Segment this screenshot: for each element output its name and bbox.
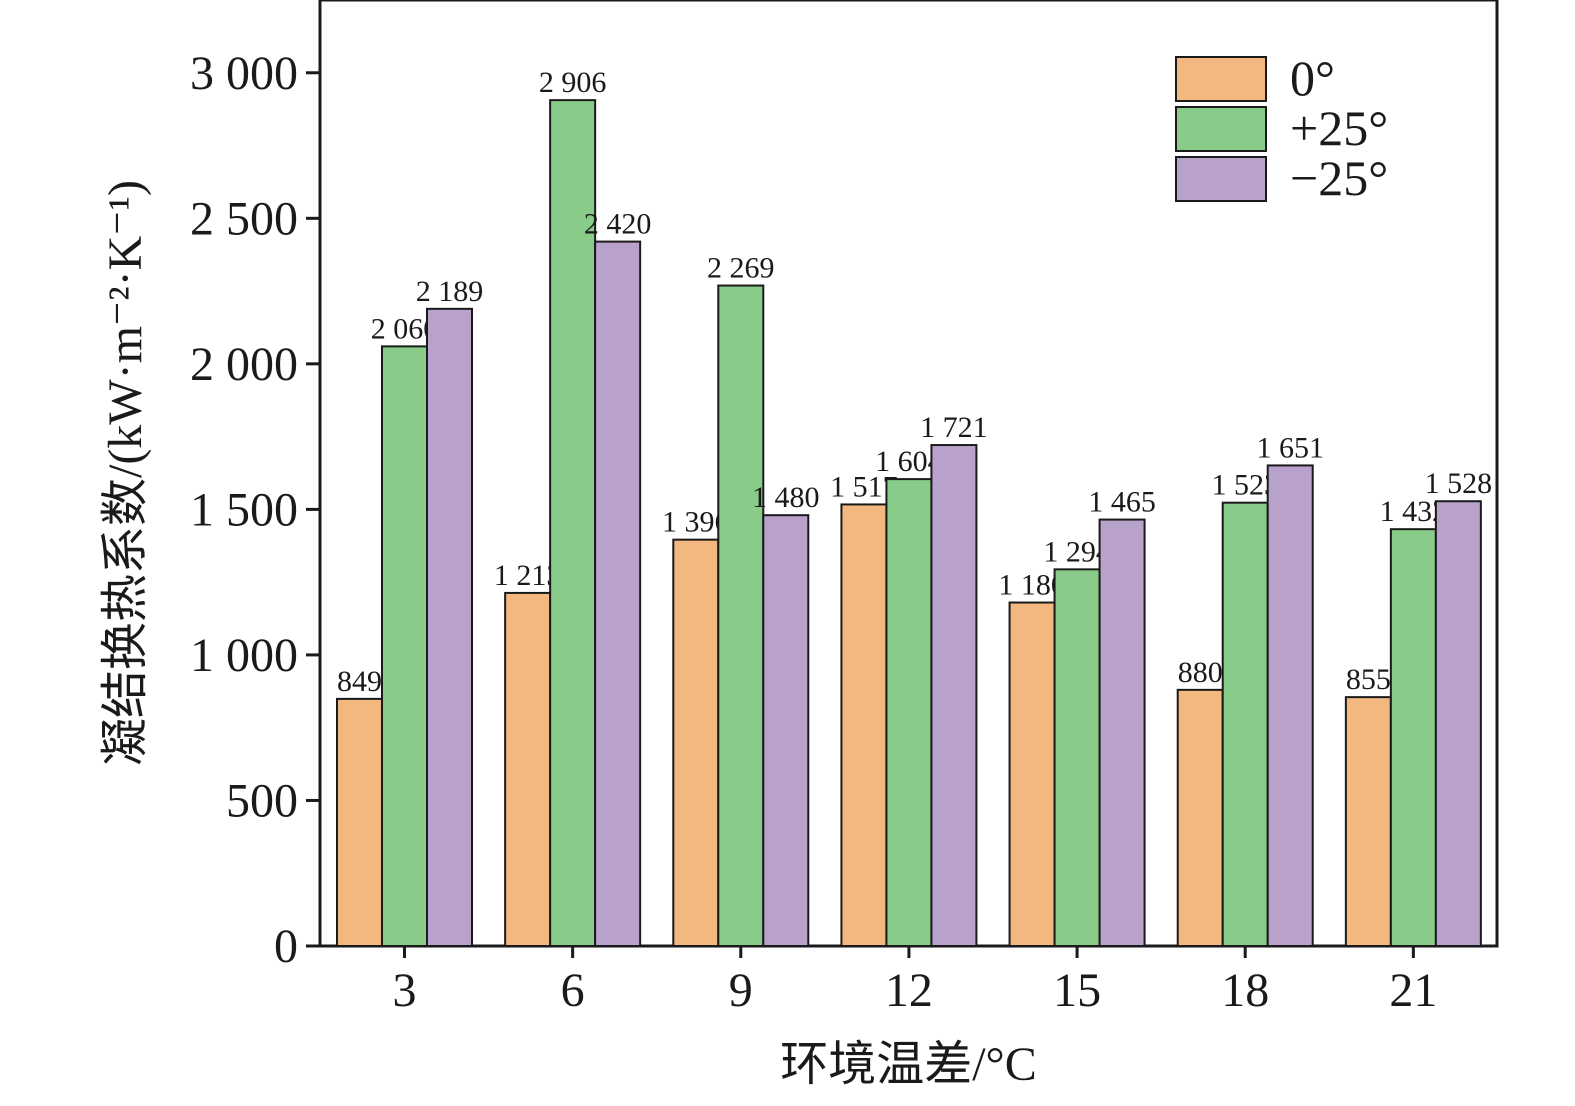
- bar: [930, 444, 978, 947]
- bar: [1434, 500, 1482, 947]
- x-tick-label: 21: [1389, 964, 1437, 1017]
- bar: [717, 284, 765, 947]
- legend-label: 0°: [1290, 50, 1335, 106]
- bar: [1098, 518, 1146, 948]
- bar: [1008, 601, 1056, 947]
- x-tick-label: 12: [885, 964, 933, 1017]
- x-tick-label: 3: [393, 964, 417, 1017]
- bar: [1344, 696, 1392, 947]
- data-label: 1 480: [752, 481, 820, 514]
- bar: [336, 697, 383, 947]
- data-label: 855: [1346, 663, 1391, 696]
- bar: [504, 591, 552, 947]
- legend-label: +25°: [1290, 100, 1388, 156]
- y-tick-label: 1 500: [190, 483, 298, 536]
- bar: [549, 99, 597, 948]
- x-tick-label: 9: [729, 964, 753, 1017]
- x-tick-label: 15: [1053, 964, 1101, 1017]
- data-label: 1 721: [920, 411, 988, 444]
- x-tick-label: 6: [561, 964, 585, 1017]
- bar: [1176, 688, 1224, 947]
- data-label: 2 269: [707, 252, 775, 285]
- data-label: 849: [337, 665, 382, 698]
- data-label: 2 420: [584, 208, 652, 241]
- y-tick-label: 2 500: [190, 192, 298, 245]
- y-tick-label: 0: [274, 920, 298, 973]
- bar: [672, 538, 720, 947]
- data-label: 1 528: [1425, 467, 1493, 500]
- bar: [1389, 528, 1437, 947]
- bar: [1053, 568, 1101, 947]
- bar: [594, 240, 642, 947]
- legend-swatch: [1175, 156, 1267, 202]
- bar: [762, 514, 810, 948]
- y-tick-label: 2 000: [190, 338, 298, 391]
- bar: [381, 345, 428, 947]
- data-label: 2 906: [539, 66, 607, 99]
- bar: [426, 307, 473, 947]
- y-tick-label: 3 000: [190, 47, 298, 100]
- legend-swatch: [1175, 106, 1267, 152]
- legend: 0°+25°−25°: [1175, 50, 1388, 206]
- data-label: 1 465: [1088, 486, 1156, 519]
- y-axis-title: 凝结换热系数/(kW·m⁻²·K⁻¹): [99, 180, 152, 766]
- bar: [1221, 501, 1269, 947]
- bar: [885, 478, 933, 947]
- x-axis-title: 环境温差/°C: [780, 1038, 1037, 1091]
- legend-swatch: [1175, 56, 1267, 102]
- y-tick-label: 1 000: [190, 629, 298, 682]
- y-tick-label: 500: [226, 774, 298, 827]
- data-label: 880: [1178, 656, 1223, 689]
- legend-label: −25°: [1290, 150, 1388, 206]
- bar: [840, 503, 888, 947]
- x-tick-label: 18: [1221, 964, 1269, 1017]
- bar: [1266, 464, 1314, 947]
- data-label: 1 651: [1256, 431, 1324, 464]
- data-label: 2 189: [416, 275, 484, 308]
